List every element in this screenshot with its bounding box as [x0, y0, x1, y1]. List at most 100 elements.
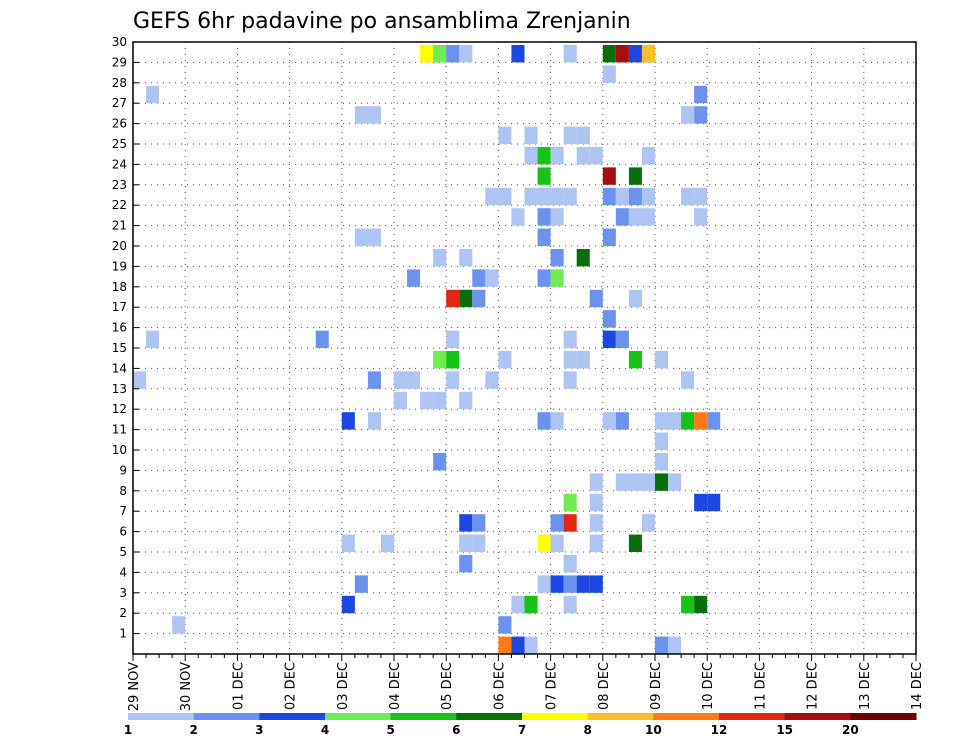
y-tick-label: 13	[112, 382, 127, 396]
ensemble-cell	[602, 330, 616, 348]
ensemble-cell	[446, 351, 460, 369]
ensemble-cell	[524, 636, 538, 654]
x-tick-label: 01 DEC	[231, 662, 246, 710]
ensemble-cell	[446, 371, 460, 389]
x-tick-label: 10 DEC	[701, 662, 716, 710]
ensemble-cell	[563, 187, 577, 206]
ensemble-cell	[537, 534, 551, 552]
ensemble-cell	[615, 330, 629, 348]
legend-swatch	[587, 713, 654, 720]
ensemble-cell	[133, 371, 147, 389]
ensemble-cell	[550, 208, 564, 226]
legend-swatch	[522, 713, 589, 720]
ensemble-cell	[602, 412, 616, 430]
ensemble-cell	[367, 228, 381, 246]
ensemble-cell	[655, 636, 669, 654]
ensemble-cell	[694, 493, 708, 512]
ensemble-cell	[628, 45, 642, 63]
ensemble-cell	[472, 289, 486, 308]
ensemble-cell	[550, 269, 564, 287]
ensemble-cell	[433, 249, 447, 267]
ensemble-cell	[511, 45, 525, 63]
legend-swatch	[193, 713, 260, 720]
x-tick-label: 09 DEC	[649, 662, 664, 710]
x-tick-label: 06 DEC	[492, 662, 507, 710]
ensemble-cell	[537, 575, 551, 593]
ensemble-cell	[550, 249, 564, 267]
x-axis: 29 NOV 30 NOV 01 DEC 02 DEC 03 DEC 04 DEC 05 D…	[127, 654, 925, 711]
ensemble-cell	[354, 228, 368, 246]
ensemble-cell	[459, 514, 473, 532]
ensemble-cell	[694, 412, 708, 430]
ensemble-cell	[550, 575, 564, 593]
y-axis: 1234567891011121314151617181920212223242…	[112, 35, 139, 641]
legend-label: 8	[583, 723, 591, 737]
ensemble-cell	[641, 473, 655, 491]
ensemble-cell	[615, 187, 629, 206]
ensemble-cell	[433, 351, 447, 369]
ensemble-cell	[524, 147, 538, 165]
ensemble-cell	[446, 45, 460, 63]
ensemble-cell	[563, 351, 577, 369]
y-tick-label: 30	[112, 35, 127, 49]
legend-label: 20	[842, 723, 859, 737]
y-tick-label: 5	[119, 545, 127, 559]
ensemble-cell	[628, 534, 642, 552]
ensemble-cell	[681, 412, 695, 430]
y-tick-label: 26	[112, 117, 127, 131]
ensemble-cell	[628, 351, 642, 369]
ensemble-cell	[602, 65, 616, 83]
ensemble-cell	[472, 514, 486, 532]
legend-swatch	[653, 713, 720, 720]
x-tick-label: 12 DEC	[806, 662, 821, 710]
y-tick-label: 21	[112, 219, 127, 233]
ensemble-cell	[589, 473, 603, 491]
y-tick-label: 27	[112, 96, 127, 110]
x-tick-label: 02 DEC	[284, 662, 299, 710]
ensemble-cell	[420, 45, 434, 63]
ensemble-cell	[537, 412, 551, 430]
x-tick-label: 30 NOV	[179, 662, 194, 711]
ensemble-cell	[341, 534, 355, 552]
legend-swatch	[456, 713, 523, 720]
ensemble-cell	[628, 289, 642, 308]
ensemble-cell	[563, 330, 577, 348]
y-tick-label: 24	[112, 157, 127, 171]
ensemble-cell	[537, 147, 551, 165]
x-tick-label: 08 DEC	[597, 662, 612, 710]
ensemble-cell	[537, 228, 551, 246]
ensemble-cell	[576, 351, 590, 369]
ensemble-cell	[602, 187, 616, 206]
ensemble-cell	[433, 45, 447, 63]
legend-label: 7	[518, 723, 526, 737]
ensemble-cell	[576, 575, 590, 593]
y-tick-label: 4	[119, 565, 127, 579]
ensemble-cell	[498, 126, 512, 144]
ensemble-cell	[420, 391, 434, 410]
ensemble-cell	[550, 412, 564, 430]
y-tick-label: 7	[119, 504, 127, 518]
x-tick-label: 03 DEC	[336, 662, 351, 710]
legend-swatch	[784, 713, 851, 720]
ensemble-cell	[602, 228, 616, 246]
x-tick-label: 29 NOV	[127, 662, 142, 711]
legend-label: 10	[645, 723, 662, 737]
legend-swatch	[719, 713, 786, 720]
ensemble-cell	[681, 371, 695, 389]
ensemble-cell	[550, 147, 564, 165]
y-tick-label: 8	[119, 484, 127, 498]
ensemble-cell	[615, 208, 629, 226]
x-tick-label: 07 DEC	[545, 662, 560, 710]
ensemble-cell	[550, 514, 564, 532]
y-tick-label: 28	[112, 76, 127, 90]
ensemble-cell	[668, 473, 682, 491]
ensemble-cell	[472, 269, 486, 287]
ensemble-cell	[459, 249, 473, 267]
ensemble-cell	[563, 595, 577, 614]
legend-swatch	[390, 713, 457, 720]
ensemble-cell	[628, 167, 642, 185]
ensemble-cell	[641, 187, 655, 206]
ensemble-cell	[668, 412, 682, 430]
ensemble-cell	[498, 351, 512, 369]
ensemble-cell	[694, 595, 708, 614]
